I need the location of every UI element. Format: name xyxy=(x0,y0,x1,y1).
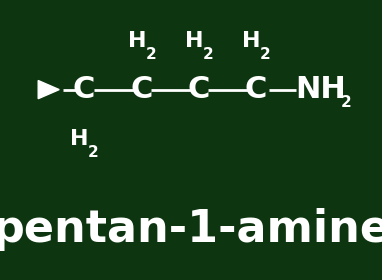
Text: H: H xyxy=(242,31,261,51)
Text: NH: NH xyxy=(296,75,346,104)
Text: C: C xyxy=(188,75,210,104)
Text: 2: 2 xyxy=(341,95,352,110)
Text: 2: 2 xyxy=(260,47,271,62)
Text: 2: 2 xyxy=(203,47,214,62)
Text: C: C xyxy=(245,75,267,104)
Polygon shape xyxy=(38,81,59,99)
Text: H: H xyxy=(185,31,203,51)
Text: C: C xyxy=(130,75,152,104)
Text: H: H xyxy=(128,31,146,51)
Text: H: H xyxy=(70,129,89,149)
Text: pentan-1-amine: pentan-1-amine xyxy=(0,208,382,251)
Text: C: C xyxy=(73,75,95,104)
Text: 2: 2 xyxy=(146,47,156,62)
Text: 2: 2 xyxy=(88,145,99,160)
